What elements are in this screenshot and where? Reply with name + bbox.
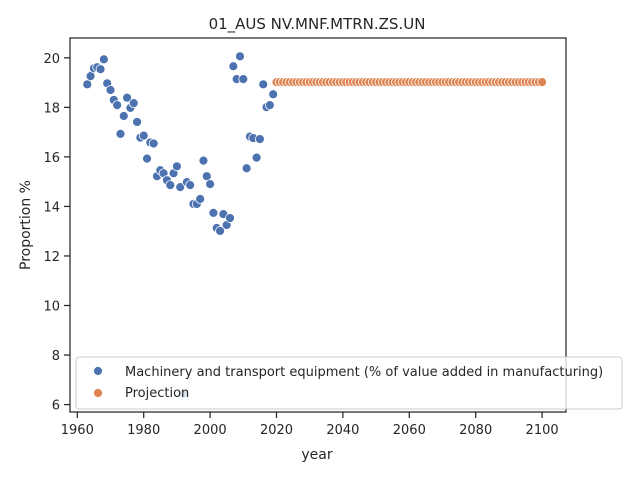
data-point-machinery [105,85,116,95]
data-point-machinery [98,54,109,65]
y-tick-label: 16 [43,151,60,166]
data-point-projection [537,77,547,87]
x-tick-label: 1980 [127,423,160,438]
axes-frame [69,37,567,413]
legend-label-machinery: Machinery and transport equipment (% of … [125,365,603,380]
legend: Machinery and transport equipment (% of … [75,356,623,410]
data-point-machinery [82,79,93,90]
legend-label-projection: Projection [125,386,189,401]
axes: 1960 1980 2000 2020 2040 2060 2080 2100 6 8 10 12 14… [43,37,567,438]
data-point-machinery [198,155,209,166]
data-point-machinery [235,51,245,62]
legend-box [75,356,623,410]
data-point-machinery [115,128,126,139]
y-tick-label: 20 [43,52,60,67]
data-point-machinery [208,207,219,218]
data-point-machinery [175,182,186,193]
x-tick-label: 2000 [194,423,227,438]
data-point-machinery [268,89,279,100]
data-point-machinery [215,226,225,236]
data-point-machinery [118,111,129,121]
data-point-machinery [112,100,123,111]
legend-marker-machinery [93,366,103,376]
data-point-machinery [228,61,239,72]
data-point-machinery [195,194,206,204]
data-point-machinery [165,180,176,191]
data-point-machinery [95,64,106,75]
plot-area [82,51,547,399]
y-axis-title: Proportion % [18,180,34,270]
data-point-machinery [122,92,132,103]
data-point-machinery [225,213,235,223]
data-point-machinery [251,152,262,163]
data-point-machinery [142,153,152,164]
x-tick-label: 2060 [393,423,426,438]
x-tick-label: 1960 [61,423,94,438]
data-point-machinery [148,138,159,149]
data-point-machinery [185,180,196,191]
y-tick-label: 14 [43,200,60,215]
x-tick-label: 2020 [260,423,293,438]
data-point-machinery [241,163,252,174]
data-point-machinery [171,161,182,172]
y-tick-label: 10 [43,299,60,314]
data-point-machinery [138,130,149,141]
data-point-machinery [128,98,139,109]
data-point-machinery [132,117,142,127]
y-tick-label: 6 [52,399,60,414]
legend-marker-projection [93,388,103,398]
data-point-machinery [254,134,265,144]
data-point-machinery [205,179,216,190]
y-tick-label: 12 [43,250,60,265]
data-point-machinery [264,100,275,111]
x-tick-label: 2040 [326,423,359,438]
data-point-machinery [238,74,249,85]
data-point-machinery [258,79,269,90]
y-tick-label: 8 [52,349,60,364]
y-tick-label: 18 [43,101,60,116]
chart-title: 01_AUS NV.MNF.MTRN.ZS.UN [209,15,426,34]
x-axis-title: year [301,447,332,463]
x-tick-label: 2080 [459,423,492,438]
x-tick-label: 2100 [526,423,559,438]
